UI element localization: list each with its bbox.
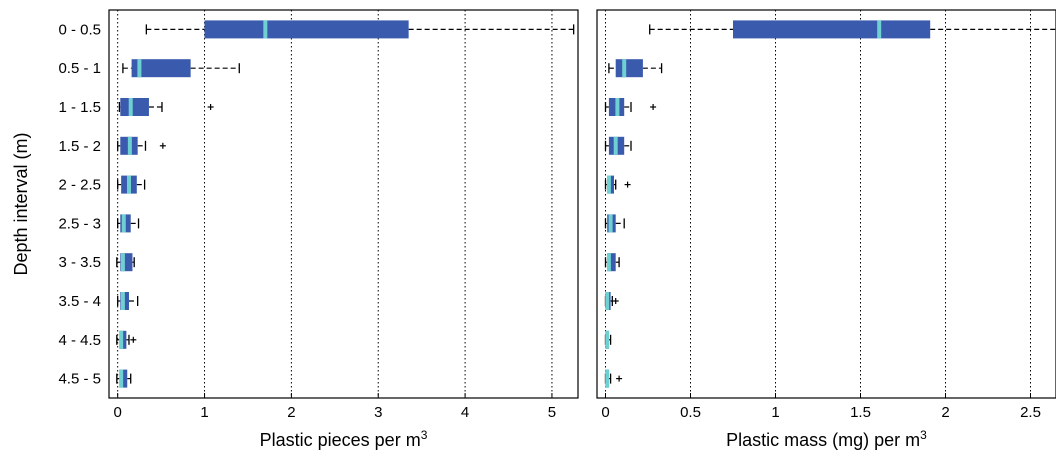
panel-1: 0 1 2 3 4 5 0 - 0.5 0.5 - 1 1 - 1.5 1.5 - 2 2 - 2.… (11, 9, 579, 450)
median-line (119, 330, 124, 349)
panel-1-plot-area (116, 10, 575, 398)
y-category-label: 2.5 - 3 (58, 215, 101, 232)
median-line (606, 253, 611, 272)
median-line (615, 98, 620, 116)
box (204, 20, 409, 39)
y-category-label: 1 - 1.5 (58, 99, 101, 116)
x-tick-label: 3 (374, 404, 382, 421)
median-line (605, 330, 610, 349)
box (733, 20, 931, 39)
outlier-point (624, 181, 631, 188)
x-tick-label: 1 (200, 404, 208, 421)
y-category-label: 0.5 - 1 (58, 60, 101, 77)
y-category-label: 3 - 3.5 (58, 254, 101, 271)
median-line (137, 59, 142, 78)
x-tick-label: 0 (601, 404, 609, 421)
x-tick-label: 5 (548, 404, 556, 421)
x-tick-label: 0 (114, 404, 122, 421)
median-line (622, 59, 627, 78)
median-line (120, 253, 125, 272)
outlier-point (130, 336, 137, 343)
x-tick-label: 1.5 (850, 404, 871, 421)
median-line (119, 369, 124, 388)
outlier-point (207, 104, 214, 110)
y-axis-title: Depth interval (m) (11, 132, 31, 275)
box (120, 98, 149, 116)
box (615, 59, 643, 78)
box (131, 59, 191, 78)
median-line (608, 214, 613, 233)
panel-2-plot-area (604, 10, 1056, 398)
panel-frame (108, 9, 579, 399)
median-line (877, 20, 882, 39)
x-axis-title: Plastic mass (mg) per m3 (726, 428, 927, 450)
y-category-label: 4 - 4.5 (58, 332, 101, 349)
box (119, 369, 128, 388)
y-category-label: 2 - 2.5 (58, 177, 101, 194)
median-line (120, 292, 125, 310)
median-line (605, 369, 610, 388)
y-category-label: 1.5 - 2 (58, 138, 101, 155)
median-line (613, 136, 618, 155)
median-line (127, 136, 132, 155)
x-tick-label: 1 (771, 404, 779, 421)
y-category-label: 0 - 0.5 (58, 21, 101, 38)
y-category-label: 4.5 - 5 (58, 371, 101, 388)
median-line (121, 214, 126, 233)
median-line (606, 175, 611, 194)
outlier-point (159, 142, 166, 149)
outlier-point (612, 298, 619, 304)
x-tick-label: 2.5 (1020, 404, 1041, 421)
median-line (263, 20, 268, 39)
x-tick-label: 2 (941, 404, 949, 421)
x-axis-title: Plastic pieces per m3 (260, 428, 428, 450)
panel-2: 0 0.5 1 1.5 2 2.5 Plastic mass (mg) per m3 (596, 9, 1056, 450)
y-category-label: 3.5 - 4 (58, 293, 101, 310)
x-tick-label: 0.5 (680, 404, 701, 421)
median-line (126, 175, 131, 194)
median-line (128, 98, 133, 116)
outlier-point (650, 104, 657, 110)
x-tick-label: 2 (287, 404, 295, 421)
median-line (605, 292, 610, 310)
x-tick-label: 4 (461, 404, 469, 421)
panel-frame (596, 9, 1056, 399)
outlier-point (616, 375, 623, 382)
box (607, 253, 616, 272)
